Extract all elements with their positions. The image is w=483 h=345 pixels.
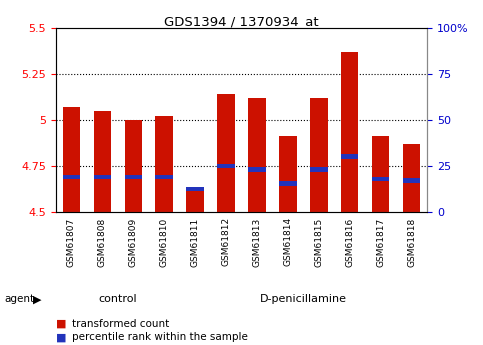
Text: ■: ■ bbox=[56, 333, 66, 342]
Bar bbox=[280, 137, 297, 212]
Text: GSM61816: GSM61816 bbox=[345, 217, 355, 267]
Text: GDS1394 / 1370934_at: GDS1394 / 1370934_at bbox=[164, 16, 319, 29]
Text: GSM61807: GSM61807 bbox=[67, 217, 75, 267]
Bar bbox=[403, 178, 421, 183]
Text: GSM61814: GSM61814 bbox=[284, 217, 293, 266]
Text: GSM61815: GSM61815 bbox=[314, 217, 324, 267]
Bar bbox=[341, 155, 358, 159]
Bar bbox=[372, 137, 389, 212]
Text: GSM61818: GSM61818 bbox=[408, 217, 416, 267]
Bar bbox=[62, 107, 80, 212]
Bar bbox=[94, 175, 111, 179]
Bar bbox=[62, 175, 80, 179]
Text: ▶: ▶ bbox=[33, 294, 42, 304]
Bar bbox=[248, 98, 266, 212]
Text: ■: ■ bbox=[56, 319, 66, 328]
Text: percentile rank within the sample: percentile rank within the sample bbox=[72, 333, 248, 342]
Bar bbox=[94, 111, 111, 212]
Bar bbox=[186, 187, 203, 191]
Bar bbox=[311, 98, 327, 212]
Bar bbox=[280, 181, 297, 186]
Bar bbox=[156, 175, 172, 179]
Text: transformed count: transformed count bbox=[72, 319, 170, 328]
Text: D-penicillamine: D-penicillamine bbox=[260, 294, 347, 304]
Text: GSM61812: GSM61812 bbox=[222, 217, 230, 266]
Bar bbox=[125, 175, 142, 179]
Bar bbox=[186, 190, 203, 212]
Bar bbox=[341, 52, 358, 212]
Bar bbox=[217, 164, 235, 168]
Bar bbox=[403, 144, 421, 212]
Text: GSM61810: GSM61810 bbox=[159, 217, 169, 267]
Text: GSM61811: GSM61811 bbox=[190, 217, 199, 267]
Bar bbox=[248, 167, 266, 172]
Bar bbox=[372, 177, 389, 181]
Text: agent: agent bbox=[5, 294, 35, 304]
Text: GSM61809: GSM61809 bbox=[128, 217, 138, 267]
Bar bbox=[125, 120, 142, 212]
Bar bbox=[217, 94, 235, 212]
Bar bbox=[311, 167, 327, 172]
Bar bbox=[156, 116, 172, 212]
Text: GSM61808: GSM61808 bbox=[98, 217, 107, 267]
Text: control: control bbox=[98, 294, 137, 304]
Text: GSM61817: GSM61817 bbox=[376, 217, 385, 267]
Text: GSM61813: GSM61813 bbox=[253, 217, 261, 267]
